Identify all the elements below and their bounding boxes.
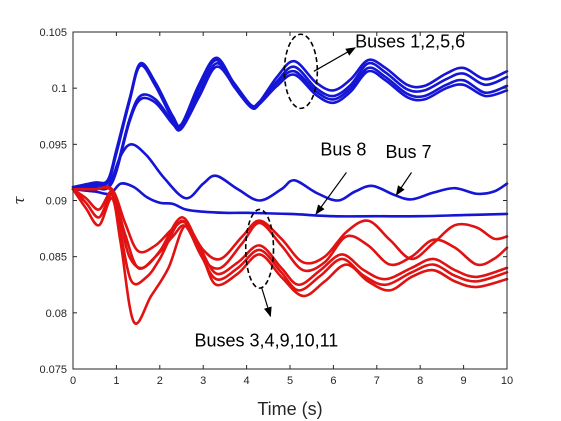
x-tick-label: 6 xyxy=(330,375,336,387)
x-tick-label: 7 xyxy=(374,375,380,387)
annotation-label-1: Buses 1,2,5,6 xyxy=(355,32,465,52)
x-tick-label: 4 xyxy=(244,375,250,387)
x-axis-label: Time (s) xyxy=(257,399,322,419)
annotation-label-3: Bus 7 xyxy=(385,142,431,162)
series-line-7 xyxy=(71,187,509,287)
tick-labels: 0 1 2 3 4 5 6 7 8 9 10 0.075 0.08 0.085 0.09 0.095 0.1 0.… xyxy=(39,27,513,387)
y-axis-label: τ xyxy=(10,196,28,205)
series-line-6 xyxy=(71,182,509,218)
annotation-arrow-4 xyxy=(261,287,272,318)
x-tick-label: 9 xyxy=(461,375,467,387)
annotation-layer: Buses 1,2,5,6 Bus 8 Bus 7 Buses 3,4,9,10,11 xyxy=(195,32,466,351)
x-tick-label: 10 xyxy=(501,375,513,387)
x-tick-label: 5 xyxy=(287,375,293,387)
series-line-5 xyxy=(71,143,509,202)
y-tick-label: 0.105 xyxy=(39,27,67,39)
dashed-ellipse-1 xyxy=(283,33,319,110)
annotation-label-2: Bus 8 xyxy=(320,140,366,160)
x-tick-label: 8 xyxy=(417,375,423,387)
series-line-11 xyxy=(71,185,509,265)
series-line-1 xyxy=(71,56,509,189)
series-line-2 xyxy=(71,58,509,189)
annotation-arrow-1 xyxy=(313,47,356,72)
x-tick-label: 1 xyxy=(113,375,119,387)
y-tick-label: 0.09 xyxy=(46,196,67,208)
annotation-arrow-2 xyxy=(315,172,347,215)
y-tick-label: 0.085 xyxy=(39,252,67,264)
x-tick-label: 3 xyxy=(200,375,206,387)
dashed-ellipse-2 xyxy=(244,208,275,289)
y-tick-label: 0.075 xyxy=(39,364,67,376)
series-line-4 xyxy=(71,65,509,191)
x-tick-label: 2 xyxy=(157,375,163,387)
annotation-label-4: Buses 3,4,9,10,11 xyxy=(195,331,339,351)
y-tick-label: 0.095 xyxy=(39,139,67,151)
x-tick-label: 0 xyxy=(70,375,76,387)
y-tick-label: 0.1 xyxy=(52,83,67,95)
y-tick-label: 0.08 xyxy=(46,308,67,320)
series-line-10 xyxy=(71,186,509,273)
axes xyxy=(72,31,508,370)
annotation-arrow-3 xyxy=(395,172,413,196)
